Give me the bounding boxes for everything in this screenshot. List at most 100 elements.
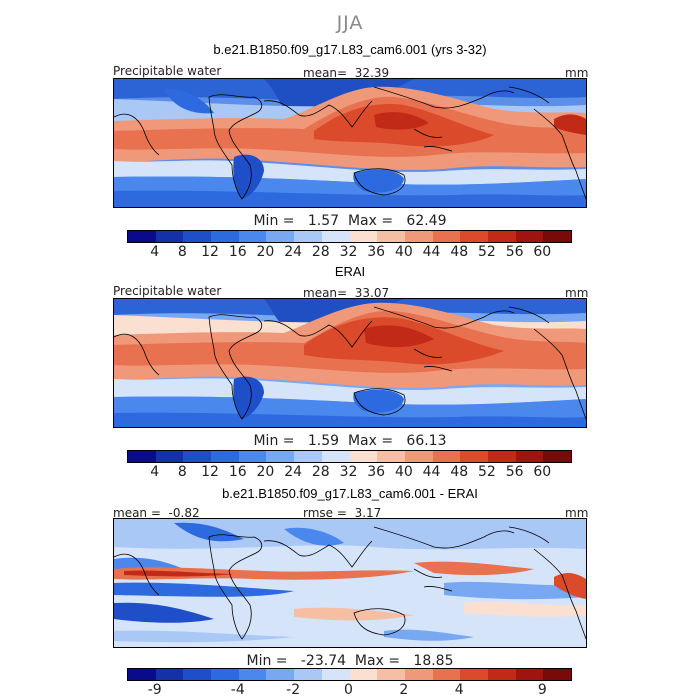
colorbar-swatch (460, 231, 488, 242)
panel3-colorbar-tick-label: -4 (230, 682, 245, 698)
panel1-colorbar-tick-label: 40 (394, 244, 413, 260)
colorbar-swatch (321, 231, 350, 242)
colorbar-swatch (183, 451, 212, 462)
panel3-colorbar-ticks: -9 -4 -2 0 2 4 9 (127, 682, 572, 700)
panel1-colorbar-tick-label: 32 (339, 244, 358, 260)
panel2-mean-value: 33.07 (354, 286, 390, 300)
panel3-max-label: Max = (354, 653, 401, 669)
panel2-max-label: Max = (347, 433, 394, 449)
panel2-colorbar (127, 450, 572, 463)
panel1-colorbar (127, 230, 572, 243)
colorbar-swatch (432, 231, 461, 242)
panel2-colorbar-tick-label: 12 (201, 464, 219, 480)
panel3-min-value: -23.74 (300, 653, 347, 669)
panel3-colorbar-tick-label: 2 (399, 682, 409, 698)
panel3-colorbar-tick-label: -9 (147, 682, 162, 698)
colorbar-swatch (266, 231, 295, 242)
panel1-colorbar-tick-label: 60 (533, 244, 552, 260)
panel1-variable-label: Precipitable water (113, 64, 222, 78)
panel1-min-value: 1.57 (307, 213, 340, 229)
panel3-map-svg (114, 519, 586, 647)
colorbar-swatch (543, 451, 571, 462)
panel1-colorbar-tick-label: 8 (177, 244, 187, 260)
panel3-min-label: Min = (246, 653, 288, 669)
panel2-mean-label: mean= 33.07 (303, 286, 390, 300)
colorbar-swatch (321, 451, 350, 462)
panel1-colorbar-tick-label: 12 (201, 244, 219, 260)
colorbar-swatch (487, 669, 516, 680)
colorbar-swatch (460, 669, 488, 680)
colorbar-swatch (543, 669, 571, 680)
panel1-colorbar-tick-label: 16 (228, 244, 247, 260)
panel1-colorbar-tick-label: 24 (284, 244, 303, 260)
panel1-title: b.e21.B1850.f09_g17.L83_cam6.001 (yrs 3-… (213, 42, 487, 57)
panel2-colorbar-ticks: 4 8 12 16 20 24 28 32 36 40 44 48 52 56 60 (127, 464, 572, 482)
colorbar-swatch (128, 451, 156, 462)
panel1-colorbar-tick-label: 36 (367, 244, 386, 260)
colorbar-swatch (404, 669, 433, 680)
panel3-colorbar-tick-label: 4 (454, 682, 464, 698)
panel1-max-label: Max = (347, 213, 394, 229)
panel2-colorbar-tick-label: 20 (256, 464, 275, 480)
colorbar-swatch (266, 451, 295, 462)
panel2-colorbar-tick-label: 56 (505, 464, 524, 480)
colorbar-swatch (294, 669, 322, 680)
panel3-map (113, 518, 587, 648)
panel2-min-value: 1.59 (307, 433, 340, 449)
panel2-title: ERAI (334, 264, 366, 279)
panel3-colorbar (127, 668, 572, 681)
panel3-colorbar-tick-label: 9 (537, 682, 547, 698)
colorbar-swatch (266, 669, 295, 680)
panel1-colorbar-tick-label: 28 (311, 244, 330, 260)
colorbar-swatch (211, 669, 239, 680)
colorbar-swatch (183, 669, 212, 680)
panel1-colorbar-tick-label: 44 (422, 244, 441, 260)
panel2-min-label: Min = (253, 433, 295, 449)
panel2-colorbar-tick-label: 24 (284, 464, 303, 480)
panel1-colorbar-ticks: 4 8 12 16 20 24 28 32 36 40 44 48 52 56 60 (127, 244, 572, 262)
panel3-mean-value: -0.82 (168, 506, 200, 520)
colorbar-swatch (155, 231, 184, 242)
panel3-colorbar-tick-label: -2 (286, 682, 301, 698)
colorbar-swatch (238, 669, 267, 680)
panel3-units: mm (565, 506, 589, 520)
colorbar-swatch (211, 451, 239, 462)
panel2-max-value: 66.13 (406, 433, 447, 449)
colorbar-swatch (321, 669, 350, 680)
colorbar-swatch (349, 231, 378, 242)
panel3-title: b.e21.B1850.f09_g17.L83_cam6.001 - ERAI (222, 486, 478, 501)
panel1-map (113, 78, 587, 208)
panel1-min-label: Min = (253, 213, 295, 229)
colorbar-swatch (349, 451, 378, 462)
panel2-colorbar-tick-label: 44 (422, 464, 441, 480)
colorbar-swatch (543, 231, 571, 242)
colorbar-swatch (404, 231, 433, 242)
panel1-mean-label: mean= 32.39 (303, 66, 390, 80)
panel2-colorbar-tick-label: 60 (533, 464, 552, 480)
panel1-max-value: 62.49 (406, 213, 447, 229)
colorbar-swatch (487, 231, 516, 242)
panel2-minmax: Min = 1.59 Max = 66.13 (0, 433, 700, 449)
colorbar-swatch (294, 231, 322, 242)
panel1-colorbar-tick-label: 4 (150, 244, 160, 260)
colorbar-swatch (238, 231, 267, 242)
panel2-colorbar-tick-label: 8 (177, 464, 187, 480)
panel3-max-value: 18.85 (413, 653, 454, 669)
colorbar-swatch (155, 451, 184, 462)
panel3-mean-label: mean = -0.82 (113, 506, 200, 520)
panel2-colorbar-tick-label: 52 (478, 464, 496, 480)
colorbar-swatch (211, 231, 239, 242)
panel3-rmse-value: 3.17 (354, 506, 382, 520)
panel1-colorbar-tick-label: 56 (505, 244, 524, 260)
panel2-colorbar-tick-label: 40 (394, 464, 413, 480)
colorbar-swatch (487, 451, 516, 462)
panel2-colorbar-tick-label: 48 (450, 464, 469, 480)
panel1-mean-value: 32.39 (354, 66, 390, 80)
panel2-colorbar-tick-label: 36 (367, 464, 386, 480)
colorbar-swatch (128, 231, 156, 242)
panel2-colorbar-tick-label: 32 (339, 464, 358, 480)
panel1-colorbar-tick-label: 20 (256, 244, 275, 260)
colorbar-swatch (404, 451, 433, 462)
colorbar-swatch (515, 451, 544, 462)
panel2-map (113, 298, 587, 428)
